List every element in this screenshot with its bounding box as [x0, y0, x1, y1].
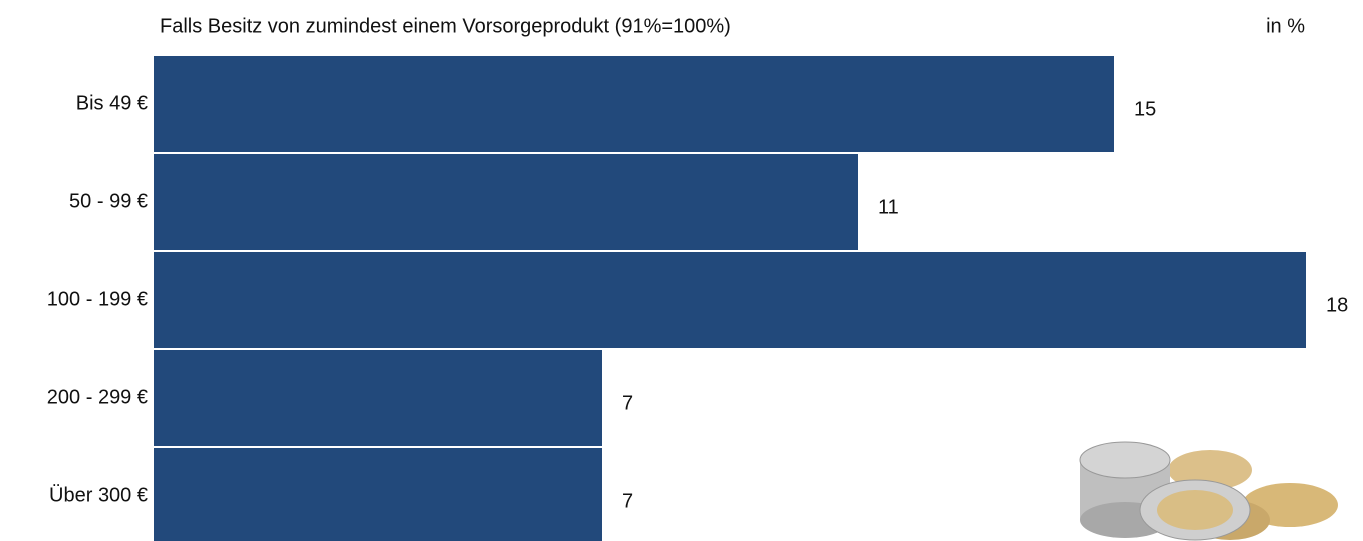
- bar: [154, 448, 602, 541]
- bar: [154, 252, 1306, 348]
- unit-label: in %: [1266, 15, 1305, 37]
- y-tick-label: Bis 49 €: [76, 92, 148, 114]
- value-label: 15: [1134, 98, 1156, 120]
- chart-title: Falls Besitz von zumindest einem Vorsorg…: [160, 15, 731, 37]
- bar: [154, 350, 602, 446]
- y-tick-label: 200 - 299 €: [47, 386, 148, 408]
- coins-decoration: [1079, 441, 1338, 541]
- value-label: 7: [622, 392, 633, 414]
- bar: [154, 154, 858, 250]
- value-label: 7: [622, 490, 633, 512]
- y-tick-label: Über 300 €: [49, 484, 148, 506]
- y-tick-label: 50 - 99 €: [69, 190, 148, 212]
- value-label: 18: [1326, 294, 1348, 316]
- y-tick-label: 100 - 199 €: [47, 288, 148, 310]
- value-label: 11: [878, 196, 899, 218]
- bar: [154, 56, 1114, 152]
